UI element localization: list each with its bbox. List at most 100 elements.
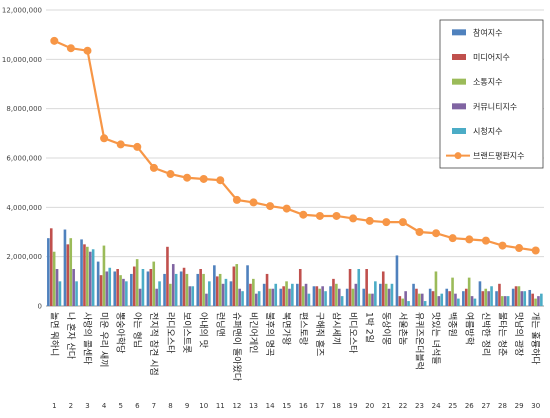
rank-label: 29 — [515, 402, 524, 410]
line-point — [481, 236, 490, 245]
legend-label: 미디어지수 — [473, 52, 510, 62]
bar-미디어지수 — [514, 286, 518, 306]
bar-시청지수 — [307, 293, 311, 306]
y-tick-label: 10,000,000 — [2, 56, 42, 64]
bar-소통지수 — [368, 293, 371, 306]
line-point — [199, 174, 208, 183]
y-tick-label: 2,000,000 — [6, 253, 42, 261]
bar-소통지수 — [202, 273, 205, 306]
bar-커뮤니티지수 — [221, 283, 225, 306]
line-point — [432, 229, 441, 238]
line-point — [515, 244, 524, 253]
bar-커뮤니티지수 — [138, 288, 142, 306]
bar-커뮤니티지수 — [404, 291, 407, 306]
category-label: 맛있는 녀석들 — [430, 312, 442, 365]
bar-미디어지수 — [265, 273, 269, 306]
bar-소통지수 — [401, 298, 405, 306]
bar-시청지수 — [241, 291, 244, 306]
bar-참여지수 — [462, 291, 465, 306]
line-point — [299, 210, 308, 219]
bar-참여지수 — [511, 288, 515, 306]
line-point — [83, 46, 92, 55]
bar-시청지수 — [374, 281, 377, 306]
bar-미디어지수 — [332, 278, 335, 306]
category-label: 서울촌놈 — [397, 312, 408, 345]
bar-참여지수 — [428, 288, 432, 306]
rank-label: 20 — [365, 402, 374, 410]
bar-커뮤니티지수 — [321, 286, 324, 306]
y-axis: 0 2,000,000 4,000,000 6,000,000 8,000,000 10,… — [2, 7, 42, 311]
bar-참여지수 — [179, 271, 183, 306]
bar-시청지수 — [141, 269, 145, 306]
bar-참여지수 — [362, 288, 366, 306]
bar-참여지수 — [246, 265, 249, 306]
bar-참여지수 — [113, 271, 117, 306]
bar-커뮤니티지수 — [205, 293, 208, 306]
bar-시청지수 — [191, 286, 195, 306]
bar-소통지수 — [218, 273, 222, 306]
bar-소통지수 — [418, 293, 421, 306]
rank-label: 4 — [102, 402, 107, 410]
bar-미디어지수 — [182, 267, 186, 306]
legend-label: 소통지수 — [473, 78, 502, 87]
bar-참여지수 — [395, 255, 399, 306]
bar-소통지수 — [384, 283, 388, 306]
bar-시청지수 — [274, 283, 278, 306]
bar-소통지수 — [484, 288, 488, 306]
bar-시청지수 — [423, 301, 427, 306]
bar-미디어지수 — [232, 266, 236, 306]
bar-커뮤니티지수 — [188, 286, 192, 306]
bar-시청지수 — [540, 293, 543, 306]
bar-커뮤니티지수 — [122, 278, 125, 306]
bar-소통지수 — [301, 286, 305, 306]
x-axis-labels: 놀면 뭐하니 1 나 혼자 산다 2 사랑의 콜센타 3 미운 우리 새끼 4 뽕숭아학당 5 아는… — [48, 312, 541, 410]
bar-시청지수 — [224, 278, 228, 306]
bar-참여지수 — [163, 273, 166, 306]
line-point — [100, 134, 109, 143]
y-tick-label: 4,000,000 — [6, 204, 42, 212]
bar-커뮤니티지수 — [503, 296, 507, 306]
bar-참여지수 — [96, 261, 100, 306]
bar-시청지수 — [440, 293, 444, 306]
line-point — [349, 214, 358, 223]
rank-label: 2 — [69, 402, 73, 410]
line-point — [249, 198, 258, 207]
bar-참여지수 — [279, 288, 283, 306]
bar-소통지수 — [169, 283, 172, 306]
bar-커뮤니티지수 — [105, 271, 109, 306]
category-label: 불후의 명곡 — [264, 312, 275, 356]
bar-시청지수 — [257, 291, 261, 306]
y-tick-label: 6,000,000 — [6, 155, 42, 163]
bar-소통지수 — [86, 246, 89, 306]
category-label: 삼시세끼 — [331, 312, 342, 345]
rank-label: 17 — [315, 402, 324, 410]
legend-label: 커뮤니티지수 — [473, 101, 517, 111]
legend-swatch-point — [454, 152, 462, 160]
bar-소통지수 — [451, 277, 454, 306]
bar-참여지수 — [478, 281, 482, 306]
bar-미디어지수 — [464, 288, 468, 306]
brand-reputation-line — [50, 36, 540, 255]
line-point — [315, 211, 324, 220]
rank-label: 16 — [299, 402, 308, 410]
line-point — [332, 211, 341, 220]
line-point — [398, 218, 407, 227]
bar-참여지수 — [47, 238, 50, 306]
bar-커뮤니티지수 — [238, 288, 241, 306]
rank-label: 26 — [465, 402, 474, 410]
bar-소통지수 — [517, 286, 521, 306]
category-label: 라디오스타 — [165, 312, 176, 354]
bar-시청지수 — [75, 281, 78, 306]
y-tick-label: 8,000,000 — [6, 105, 42, 113]
bar-시청지수 — [523, 291, 527, 306]
bar-미디어지수 — [415, 288, 418, 306]
category-label: 여름방학 — [463, 312, 475, 345]
category-label: 맛남의 광장 — [513, 312, 525, 356]
rank-label: 10 — [199, 402, 208, 410]
bar-시청지수 — [58, 281, 62, 306]
legend-label: 참여지수 — [473, 27, 502, 37]
bar-소통지수 — [501, 296, 504, 306]
rank-label: 7 — [152, 402, 156, 410]
line-point — [382, 218, 391, 227]
